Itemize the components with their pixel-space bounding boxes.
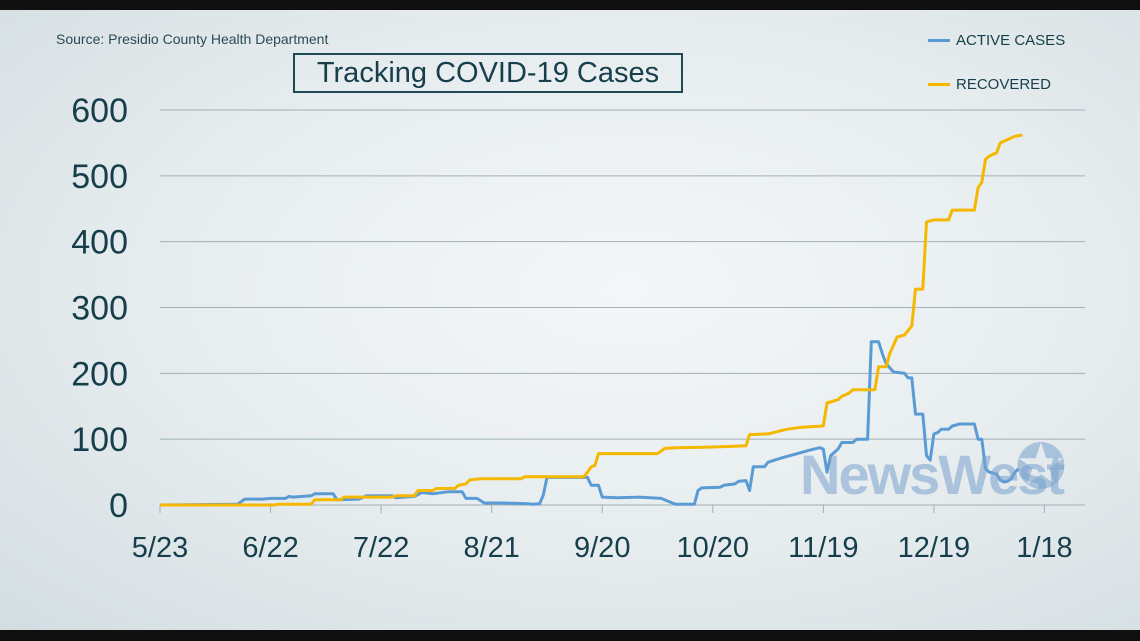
chart-canvas: 0 100 200 300 400 500 600 5/23 6/22 7/22 8/21 9/20… xyxy=(71,92,1085,564)
legend-swatch-active-cases xyxy=(928,38,950,42)
y-tick-label-600: 600 xyxy=(71,92,128,130)
y-tick-label-500: 500 xyxy=(71,158,128,196)
series-line-recovered xyxy=(160,133,1023,507)
x-axis: 5/23 6/22 7/22 8/21 9/20 10/20 11/19 12/19 1/18 xyxy=(132,505,1073,564)
chart-title: Tracking COVID-19 Cases xyxy=(293,53,683,93)
x-tick-label-6: 11/19 xyxy=(788,532,858,564)
legend-item-active-cases: ACTIVE CASES xyxy=(928,30,1065,50)
chart-title-text: Tracking COVID-19 Cases xyxy=(316,56,660,89)
y-tick-label-200: 200 xyxy=(71,355,128,393)
series-layer xyxy=(159,133,1023,507)
y-tick-label-300: 300 xyxy=(71,290,128,328)
grid-layer xyxy=(160,109,1085,506)
chart-stage: 0 100 200 300 400 500 600 5/23 6/22 7/22 8/21 9/20… xyxy=(0,10,1140,630)
watermark-star-icon: ✪ xyxy=(1015,433,1067,502)
x-tick-label-7: 12/19 xyxy=(898,532,971,564)
y-tick-label-0: 0 xyxy=(109,487,128,525)
watermark-logo: NewsWest xyxy=(800,443,1065,506)
legend: ACTIVE CASES RECOVERED xyxy=(928,30,1065,118)
legend-swatch-recovered xyxy=(928,82,950,86)
x-tick-label-5: 10/20 xyxy=(676,532,749,564)
x-tick-label-4: 9/20 xyxy=(574,532,630,564)
x-tick-label-3: 8/21 xyxy=(463,532,519,564)
legend-label-recovered: RECOVERED xyxy=(956,75,1052,93)
x-tick-label-8: 1/18 xyxy=(1016,532,1072,564)
legend-label-active-cases: ACTIVE CASES xyxy=(956,31,1066,49)
legend-item-recovered: RECOVERED xyxy=(928,74,1065,94)
x-tick-label-1: 6/22 xyxy=(242,532,298,564)
y-tick-label-400: 400 xyxy=(71,224,128,262)
x-tick-label-2: 7/22 xyxy=(353,532,409,564)
y-tick-label-100: 100 xyxy=(71,421,128,459)
x-tick-label-0: 5/23 xyxy=(132,532,188,564)
y-axis: 0 100 200 300 400 500 600 xyxy=(71,92,128,525)
series-line-active-cases xyxy=(159,340,1020,507)
source-note: Source: Presidio County Health Departmen… xyxy=(56,31,329,47)
